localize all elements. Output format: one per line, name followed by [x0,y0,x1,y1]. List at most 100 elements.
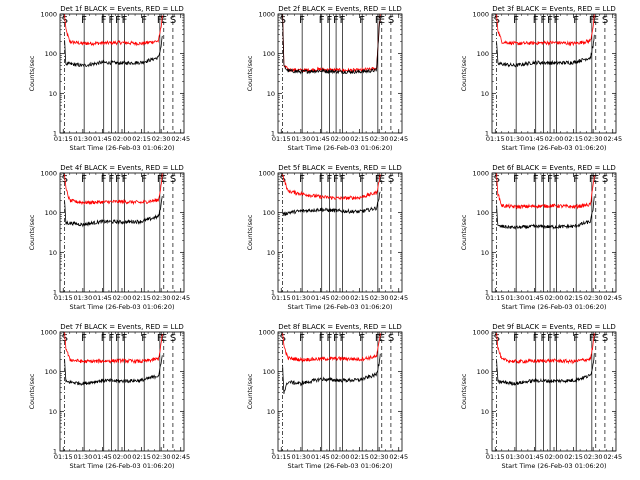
y-tick-label: 1000 [472,329,489,337]
marker-label: F [319,174,325,185]
marker-label: E [379,333,385,344]
x-tick-label: 02:45 [389,135,408,143]
y-tick-label: 10 [481,408,489,416]
x-tick-label: 01:30 [505,294,524,302]
panel: Det 9f BLACK = Events, RED = LLD Counts/s… [460,323,622,470]
y-axis-label: Counts/sec [28,55,36,91]
marker-label: F [533,174,539,185]
x-tick-label: 02:30 [370,294,389,302]
y-tick-label: 100 [477,50,489,58]
x-axis-label: Start Time (26-Feb-03 01:06:20) [288,462,393,470]
marker-label: F [541,174,547,185]
y-axis-label: Counts/sec [460,214,468,250]
y-tick-label: 1 [271,289,275,297]
y-tick-label: 1 [53,289,57,297]
events-series-line [64,196,163,228]
x-tick-label: 02:00 [331,453,350,461]
marker-label: F [375,15,381,26]
marker-label: F [101,333,107,344]
x-tick-label: 02:30 [152,135,171,143]
y-tick-label: 10 [267,408,275,416]
marker-label: F [327,174,333,185]
panel: Det 4f BLACK = Events, RED = LLD Counts/s… [28,164,190,311]
panel-title: Det 5f BLACK = Events, RED = LLD [278,164,401,172]
y-tick-label: 10 [49,249,57,257]
marker-label: F [333,174,339,185]
x-tick-label: 02:45 [171,135,190,143]
marker-label: F [101,15,107,26]
y-tick-label: 1000 [472,170,489,178]
y-tick-label: 100 [45,50,57,58]
marker-label: F [375,174,381,185]
y-tick-label: 100 [45,368,57,376]
marker-label: F [589,174,595,185]
y-tick-label: 1 [53,130,57,138]
x-tick-label: 02:15 [132,453,151,461]
marker-label: F [81,333,87,344]
marker-label: S [602,15,608,26]
x-tick-label: 02:45 [389,453,408,461]
plot-frame [277,172,403,293]
marker-label: F [513,174,519,185]
marker-label: F [81,174,87,185]
marker-label: F [573,174,579,185]
marker-label: F [589,333,595,344]
x-axis-label: Start Time (26-Feb-03 01:06:20) [288,303,393,311]
marker-label: F [547,15,553,26]
marker-label: F [299,333,305,344]
x-tick-label: 01:15 [486,453,505,461]
plot-frame [491,13,617,134]
x-axis-label: Start Time (26-Feb-03 01:06:20) [70,303,175,311]
marker-label: E [593,333,599,344]
panel-title: Det 2f BLACK = Events, RED = LLD [278,5,401,13]
events-series-line [496,34,595,68]
y-tick-label: 10 [267,249,275,257]
marker-label: F [554,15,560,26]
marker-label: F [115,333,121,344]
x-tick-label: 02:30 [584,135,603,143]
plot-frame [59,172,185,293]
lld-series-line [496,14,595,47]
marker-label: F [359,333,365,344]
x-tick-label: 02:30 [370,453,389,461]
marker-label: F [109,174,115,185]
plot-frame [277,331,403,452]
x-tick-label: 01:15 [486,135,505,143]
marker-label: E [593,15,599,26]
marker-label: F [122,15,128,26]
x-tick-label: 01:30 [73,453,92,461]
x-tick-label: 01:45 [525,294,544,302]
marker-label: F [340,174,346,185]
x-tick-label: 02:15 [132,294,151,302]
x-tick-label: 02:30 [584,453,603,461]
y-tick-label: 10 [481,90,489,98]
x-tick-label: 01:15 [272,135,291,143]
y-tick-label: 1 [485,448,489,456]
panel: Det 2f BLACK = Events, RED = LLD Counts/s… [246,5,408,152]
lld-series-line [282,174,381,201]
x-tick-label: 02:45 [603,453,622,461]
y-tick-label: 1000 [40,11,57,19]
marker-label: F [101,174,107,185]
x-tick-label: 02:00 [113,294,132,302]
x-tick-label: 02:45 [603,135,622,143]
panel: Det 1f BLACK = Events, RED = LLD Counts/s… [28,5,190,152]
y-axis-label: Counts/sec [460,55,468,91]
marker-label: F [157,333,163,344]
x-tick-label: 01:15 [272,453,291,461]
marker-label: F [141,15,147,26]
marker-label: F [319,15,325,26]
marker-label: F [589,15,595,26]
events-series-line [282,191,381,216]
marker-label: F [141,333,147,344]
x-tick-label: 01:45 [311,294,330,302]
marker-label: F [157,15,163,26]
y-tick-label: 1000 [258,329,275,337]
y-tick-label: 1000 [472,11,489,19]
plot-frame [491,331,617,452]
marker-label: E [593,174,599,185]
marker-label: E [161,15,167,26]
marker-label: F [375,333,381,344]
x-tick-label: 02:30 [370,135,389,143]
x-tick-label: 01:15 [486,294,505,302]
